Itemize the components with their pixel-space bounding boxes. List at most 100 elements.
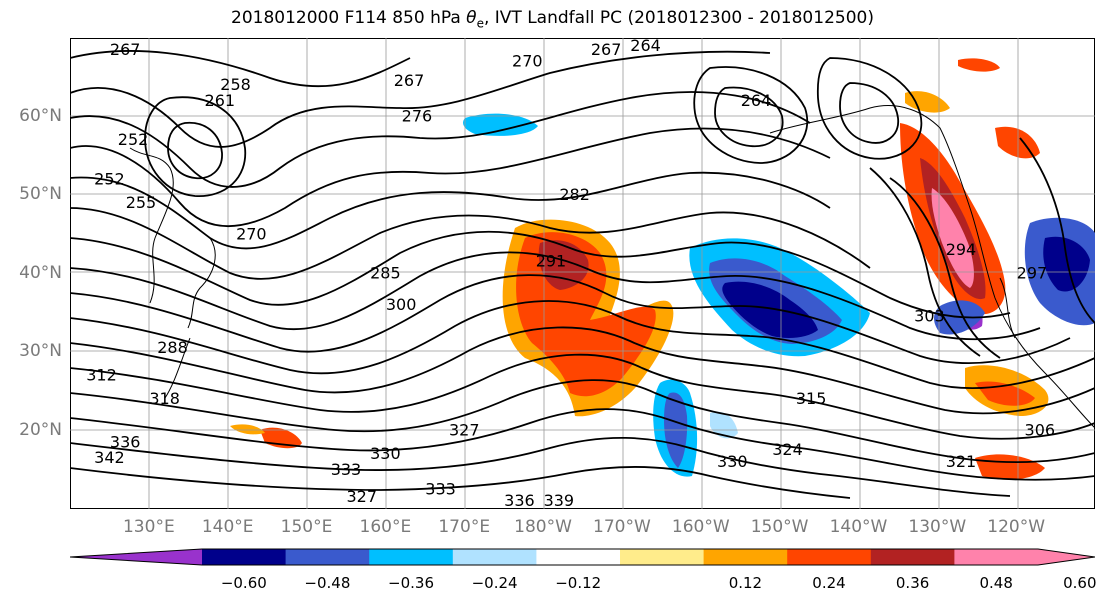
map-title: 2018012000 F114 850 hPa θe, IVT Landfall… (0, 8, 1105, 30)
contour-label: 336 (110, 432, 141, 451)
coastlines (129, 105, 1095, 429)
contour-label: 267 (110, 40, 141, 59)
longitude-label: 160°E (359, 517, 412, 537)
longitude-label: 170°E (438, 517, 491, 537)
longitude-label: 120°W (987, 517, 1046, 537)
longitude-label: 150°E (280, 517, 333, 537)
contour-label: 291 (536, 252, 567, 271)
longitude-label: 160°W (671, 517, 730, 537)
negative-anomaly-alaska (463, 113, 538, 136)
colorbar-tick-label: 0.24 (812, 574, 846, 592)
contour-label: 267 (394, 71, 425, 90)
colorbar-segment (870, 549, 955, 565)
colorbar-segment (620, 549, 705, 565)
colorbar-tick-label: 0.60 (1063, 574, 1097, 592)
negative-anomaly-pale (710, 411, 738, 439)
colorbar-tick-label: 0.12 (728, 574, 763, 592)
contour-label: 264 (630, 38, 661, 55)
title-theta: θ (466, 8, 477, 28)
shading-layer (230, 58, 1095, 480)
colorbar-tick-label: −0.12 (555, 574, 602, 592)
longitude-label: 150°W (750, 517, 809, 537)
colorbar-tick-label: −0.36 (388, 574, 434, 592)
contour-label: 270 (236, 224, 267, 243)
contour-label: 285 (370, 264, 401, 283)
latitude-label: 60°N (19, 105, 62, 126)
contour-label: 258 (220, 75, 251, 94)
contour-label: 330 (370, 444, 401, 463)
contour-label: 330 (717, 452, 748, 471)
contour-label: 336 (504, 491, 535, 509)
colorbar-tick-label: 0.36 (895, 574, 930, 592)
negative-anomaly-northeast-core (722, 281, 818, 338)
negative-anomaly-continent-core (1043, 236, 1090, 292)
colorbar-extend-low (70, 549, 202, 565)
contour-label: 333 (331, 460, 362, 479)
contour-label: 252 (94, 169, 125, 188)
contour-label: 339 (544, 491, 575, 509)
contour-label: 315 (796, 389, 827, 408)
latitude-label: 40°N (19, 262, 62, 283)
latitude-label: 20°N (19, 419, 62, 440)
contour-label: 327 (449, 421, 480, 440)
positive-anomaly-southwest-edge (230, 424, 265, 435)
contour-label: 324 (772, 440, 803, 459)
colorbar-segments (70, 549, 1095, 565)
contour-label: 312 (86, 366, 117, 385)
colorbar-segment (536, 549, 621, 565)
contour-label: 276 (402, 107, 433, 126)
contour-label: 342 (94, 448, 125, 467)
contour-label: 300 (386, 295, 417, 314)
contour-label: 318 (149, 389, 180, 408)
contour-label: 306 (1025, 421, 1056, 440)
contour-label: 297 (1017, 264, 1048, 283)
latitude-label: 30°N (19, 341, 62, 361)
colorbar-segment (452, 549, 537, 565)
contour-label: 303 (914, 307, 945, 326)
longitude-label: 140°W (829, 517, 888, 537)
contour-label: 270 (512, 52, 543, 71)
title-suffix: , IVT Landfall PC (2018012300 - 20180125… (483, 8, 874, 28)
longitude-label: 140°E (201, 517, 254, 537)
colorbar-segment (703, 549, 788, 565)
title-prefix: 2018012000 F114 850 hPa (231, 8, 467, 28)
latitude-label: 50°N (19, 184, 62, 204)
colorbar-tick-label: −0.60 (220, 574, 267, 592)
contour-label: 255 (126, 193, 157, 212)
theta-e-contours (70, 50, 1095, 499)
title-subscript: e (476, 16, 484, 31)
positive-anomaly-central-max (538, 240, 589, 290)
colorbar-tick-label: 0.48 (979, 574, 1013, 592)
positive-anomaly-westcoast-pink (931, 188, 974, 288)
positive-anomaly-south-coast (975, 454, 1045, 480)
contour-label: 288 (157, 338, 188, 357)
colorbar-segment (954, 549, 1039, 565)
longitude-label: 170°W (593, 517, 651, 537)
colorbar-tick-label: −0.48 (304, 574, 351, 592)
colorbar-segment (285, 549, 370, 565)
graticule (70, 38, 1095, 509)
contour-label: 294 (946, 240, 977, 259)
contour-label: 264 (741, 91, 772, 110)
colorbar-segment (787, 549, 872, 565)
positive-anomaly-coast-north2 (995, 126, 1040, 159)
contour-label: 321 (946, 452, 977, 471)
positive-anomaly-far-north (958, 58, 1000, 72)
colorbar-segment (202, 549, 287, 565)
colorbar-tick-label: −0.24 (471, 574, 518, 592)
colorbar-extend-high (1038, 549, 1095, 565)
colorbar (70, 548, 1095, 566)
longitude-label: 130°W (908, 517, 967, 537)
contour-label: 267 (591, 40, 622, 59)
longitude-label: 130°E (122, 517, 175, 537)
contour-label: 282 (559, 185, 590, 204)
colorbar-outline (70, 548, 1095, 566)
colorbar-segment (369, 549, 454, 565)
contour-label: 327 (346, 487, 377, 506)
contour-label: 333 (425, 479, 456, 498)
contour-label: 261 (205, 91, 236, 110)
contour-label: 252 (118, 130, 149, 149)
longitude-label: 180°W (514, 517, 572, 537)
